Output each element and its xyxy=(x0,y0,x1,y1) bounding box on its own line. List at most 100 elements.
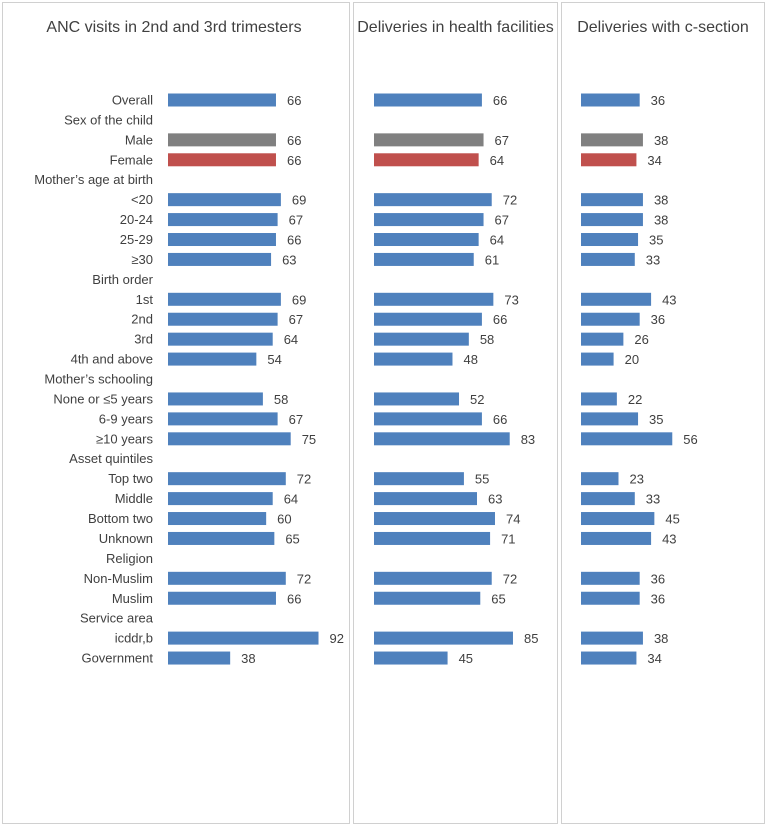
bar xyxy=(581,93,640,107)
data-label: 66 xyxy=(287,153,301,168)
data-label: 66 xyxy=(287,233,301,248)
data-label: 35 xyxy=(649,412,663,427)
data-label: 63 xyxy=(488,492,502,507)
data-label: 54 xyxy=(267,352,281,367)
data-label: 60 xyxy=(277,512,291,527)
bar xyxy=(581,252,635,266)
data-label: 20 xyxy=(625,352,639,367)
group-header-label: Religion xyxy=(106,551,153,566)
bar xyxy=(168,352,257,366)
data-label: 36 xyxy=(651,93,665,108)
category-label: 6-9 years xyxy=(99,411,154,426)
data-label: 83 xyxy=(521,432,535,447)
bar xyxy=(374,651,448,665)
panel-c-section: Deliveries with c-section xyxy=(561,2,765,824)
bar xyxy=(374,591,481,605)
data-label: 36 xyxy=(651,571,665,586)
bar xyxy=(581,233,639,247)
category-label: Government xyxy=(81,651,153,666)
bar xyxy=(581,472,619,486)
bar xyxy=(374,153,479,167)
bar xyxy=(168,93,276,107)
bar xyxy=(581,213,643,227)
bar xyxy=(581,352,614,366)
data-label: 58 xyxy=(274,392,288,407)
bar xyxy=(374,631,513,645)
group-header-label: Sex of the child xyxy=(64,112,153,127)
data-label: 56 xyxy=(683,432,697,447)
data-label: 43 xyxy=(662,292,676,307)
category-label: Unknown xyxy=(99,531,153,546)
category-label: Overall xyxy=(112,93,153,108)
category-label: Male xyxy=(125,132,153,147)
data-label: 75 xyxy=(302,432,316,447)
bar xyxy=(168,133,276,147)
bar xyxy=(168,292,281,306)
panel-facility-deliveries: Deliveries in health facilities xyxy=(353,2,558,824)
bar xyxy=(168,492,273,506)
bar xyxy=(374,392,460,406)
bar xyxy=(581,432,673,446)
data-label: 38 xyxy=(654,631,668,646)
bar xyxy=(168,252,272,266)
data-label: 64 xyxy=(284,492,298,507)
data-label: 66 xyxy=(493,412,507,427)
data-label: 63 xyxy=(282,252,296,267)
bar xyxy=(168,631,319,645)
category-label: 4th and above xyxy=(71,352,153,367)
data-label: 72 xyxy=(297,571,311,586)
data-label: 66 xyxy=(493,312,507,327)
data-label: 38 xyxy=(654,193,668,208)
data-label: 67 xyxy=(289,412,303,427)
data-label: 35 xyxy=(649,233,663,248)
data-label: 61 xyxy=(485,252,499,267)
bar xyxy=(581,332,624,346)
data-label: 34 xyxy=(647,651,661,666)
bar xyxy=(374,531,491,545)
bar xyxy=(168,153,276,167)
bar xyxy=(581,133,643,147)
data-label: 71 xyxy=(501,531,515,546)
data-label: 66 xyxy=(287,591,301,606)
group-header-label: Birth order xyxy=(92,272,153,287)
data-label: 72 xyxy=(503,571,517,586)
category-label: ≥10 years xyxy=(96,431,153,446)
category-label: 2nd xyxy=(131,312,153,327)
bar xyxy=(374,93,482,107)
bar xyxy=(374,512,495,526)
bar xyxy=(581,591,640,605)
category-label: Female xyxy=(110,152,153,167)
bar xyxy=(374,252,474,266)
category-label: Bottom two xyxy=(88,511,153,526)
data-label: 72 xyxy=(503,193,517,208)
data-label: 33 xyxy=(646,492,660,507)
data-label: 33 xyxy=(646,252,660,267)
bar xyxy=(581,412,639,426)
data-label: 38 xyxy=(241,651,255,666)
bar xyxy=(168,432,291,446)
data-label: 38 xyxy=(654,213,668,228)
category-label: Middle xyxy=(115,491,153,506)
bar xyxy=(374,233,479,247)
category-label: <20 xyxy=(131,192,153,207)
data-label: 67 xyxy=(289,213,303,228)
data-label: 45 xyxy=(665,512,679,527)
bar xyxy=(581,153,637,167)
bar xyxy=(168,591,276,605)
data-label: 69 xyxy=(292,193,306,208)
bar xyxy=(374,412,482,426)
bar xyxy=(374,571,492,585)
panel-anc-visits: ANC visits in 2nd and 3rd trimesters xyxy=(2,2,350,824)
bar xyxy=(168,651,231,665)
data-label: 43 xyxy=(662,531,676,546)
data-label: 64 xyxy=(490,153,504,168)
data-label: 34 xyxy=(647,153,661,168)
bar xyxy=(374,312,482,326)
category-label: None or ≤5 years xyxy=(53,391,153,406)
data-label: 66 xyxy=(287,133,301,148)
data-label: 69 xyxy=(292,292,306,307)
bar xyxy=(168,512,267,526)
data-label: 92 xyxy=(330,631,344,646)
category-label: 3rd xyxy=(134,332,153,347)
